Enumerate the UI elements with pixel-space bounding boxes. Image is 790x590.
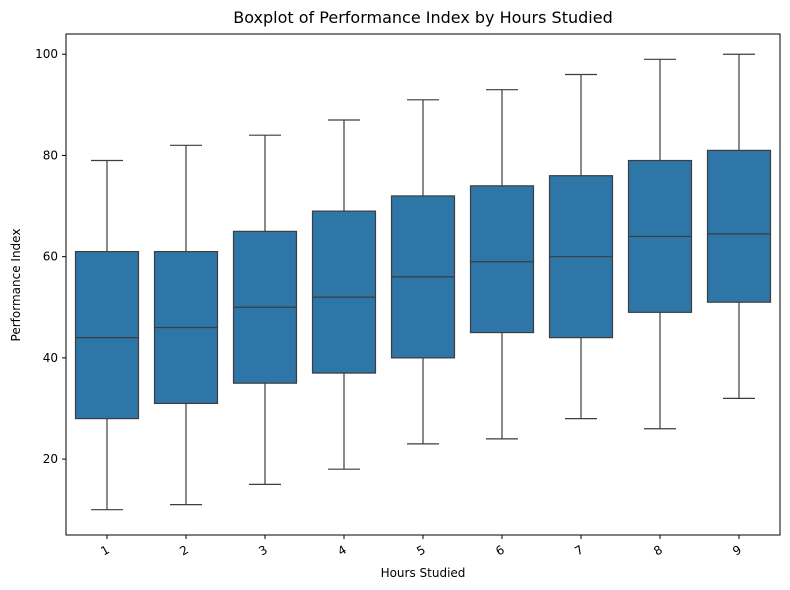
x-tick-label: 7 (572, 543, 586, 559)
x-tick-label: 9 (730, 543, 744, 559)
box-iqr (469, 185, 535, 334)
y-axis: 20 40 60 80 100 (35, 47, 66, 466)
y-tick-label: 80 (43, 148, 58, 162)
x-axis: 1 2 3 4 5 6 7 8 9 (98, 535, 744, 559)
x-tick-label: 1 (98, 543, 112, 559)
box-iqr (74, 251, 140, 420)
box-group-2 (153, 144, 219, 506)
y-tick-label: 100 (35, 47, 58, 61)
box-iqr (311, 210, 377, 374)
x-axis-label: Hours Studied (381, 566, 466, 580)
box-group-5 (390, 99, 456, 445)
plot-area (74, 53, 772, 511)
x-tick-label: 6 (493, 543, 507, 559)
x-tick-label: 8 (651, 543, 665, 559)
x-tick-label: 3 (256, 543, 270, 559)
y-tick-label: 60 (43, 250, 58, 264)
x-tick-label: 2 (177, 543, 191, 559)
chart-title: Boxplot of Performance Index by Hours St… (233, 8, 612, 27)
x-tick-label: 4 (335, 543, 349, 559)
box-group-6 (469, 89, 535, 440)
x-tick-label: 5 (414, 543, 428, 559)
box-group-7 (548, 73, 614, 420)
box-iqr (706, 149, 772, 303)
y-tick-label: 20 (43, 452, 58, 466)
box-group-8 (627, 58, 693, 430)
box-group-9 (706, 53, 772, 399)
y-axis-label: Performance Index (9, 229, 23, 342)
box-group-3 (232, 134, 298, 485)
box-group-4 (311, 119, 377, 470)
box-group-1 (74, 159, 140, 511)
y-tick-label: 40 (43, 351, 58, 365)
